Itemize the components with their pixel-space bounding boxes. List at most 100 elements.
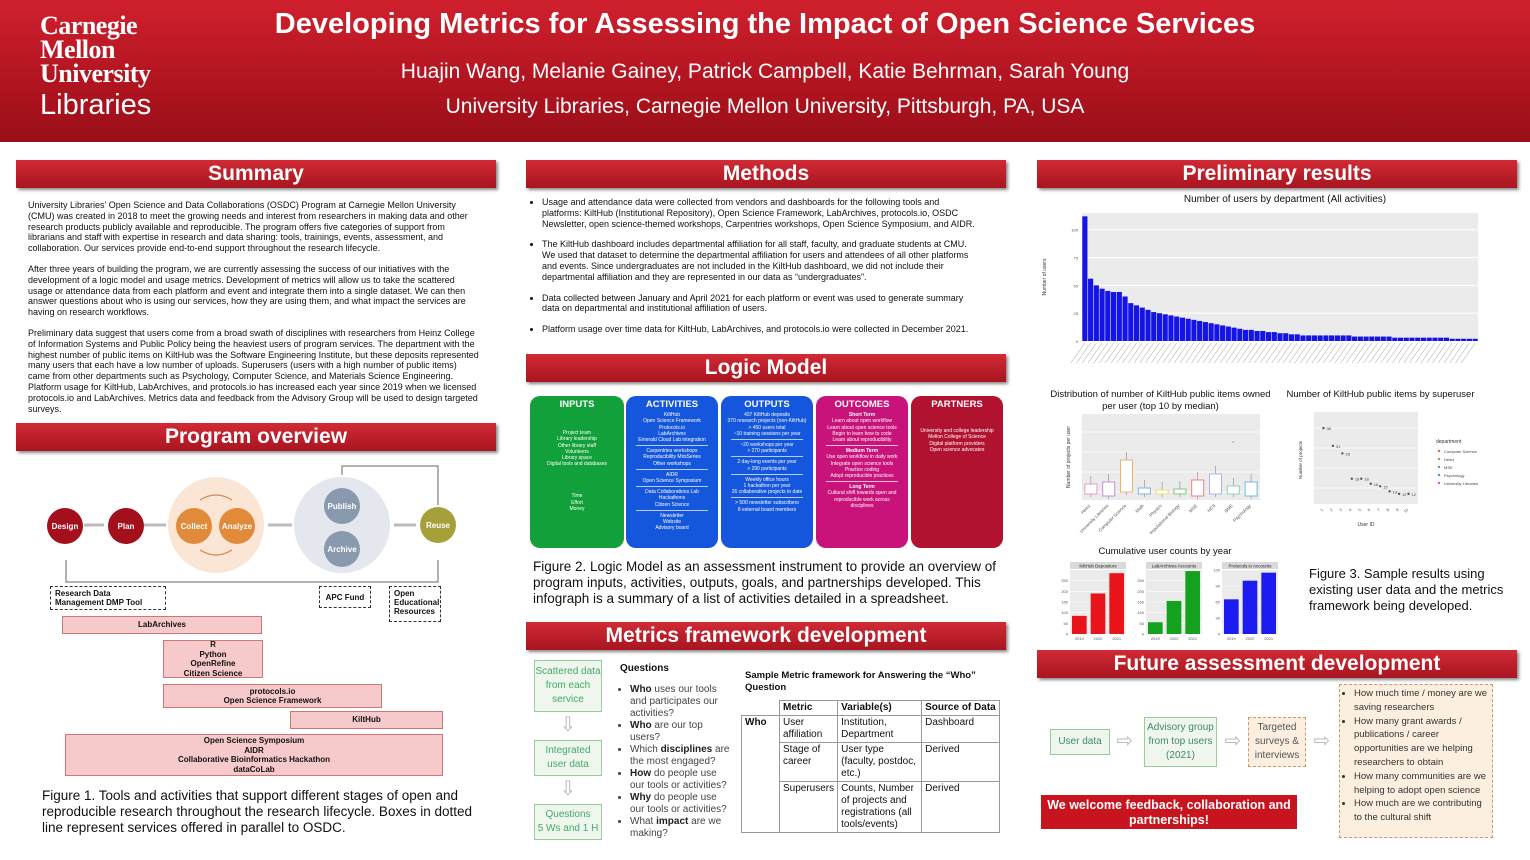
bar	[1294, 334, 1300, 341]
x-tick-label: 6	[1366, 507, 1372, 513]
bar	[1271, 332, 1277, 341]
x-tick-label: Computational Biology	[1145, 503, 1181, 534]
bar	[1357, 336, 1363, 341]
x-tick-label: 10	[1403, 507, 1410, 514]
bar	[1329, 335, 1335, 341]
x-tick-label	[1432, 342, 1447, 364]
logic-col-title: INPUTS	[559, 399, 595, 410]
users-by-department-chart: 0 25 50 75 100 Number of users	[1042, 213, 1478, 364]
y-tick-label: 25	[1074, 311, 1079, 316]
x-tick-label	[1443, 342, 1459, 364]
x-tick-label	[1294, 342, 1309, 364]
bar	[1214, 324, 1220, 341]
question-keyword: Who	[630, 720, 652, 731]
boxplot-box	[1209, 473, 1222, 495]
x-tick-label	[1093, 342, 1109, 364]
dmp-tool-box: Research Data Management DMP Tool	[50, 586, 166, 610]
bar	[1265, 332, 1272, 341]
scatter-point	[1341, 452, 1344, 455]
table-cell: User affiliation	[778, 715, 839, 743]
plot-background	[1314, 412, 1418, 504]
bar	[1224, 599, 1239, 634]
x-tick-label: 2020	[1094, 636, 1104, 641]
logic-col-title: OUTPUTS	[744, 399, 790, 410]
y-tick-label: 250	[1061, 578, 1068, 583]
bar	[1133, 305, 1140, 341]
bar	[1248, 329, 1254, 341]
summary-heading: Summary	[16, 160, 496, 188]
x-tick-label	[1231, 342, 1246, 364]
table-row: Superusers Counts, Number of projects an…	[742, 781, 1000, 833]
bar	[1237, 328, 1243, 341]
logo-line: Mellon	[40, 35, 115, 64]
x-tick-label	[1254, 342, 1269, 364]
boxplot-box	[1120, 459, 1133, 493]
bar	[1323, 335, 1329, 341]
figure2-caption: Figure 2. Logic Model as an assessment i…	[533, 559, 996, 606]
bar	[1420, 337, 1427, 341]
y-axis-label: Number of users	[1042, 258, 1048, 295]
bar	[1260, 330, 1266, 341]
logic-item: Reproducibility MiniSeries	[643, 454, 701, 461]
methods-bullet: Usage and attendance data were collected…	[542, 197, 980, 229]
bar	[1082, 216, 1088, 341]
bar	[1397, 337, 1404, 341]
scatter-point	[1360, 477, 1363, 480]
bar	[1443, 337, 1450, 341]
bar	[1455, 338, 1461, 341]
bar	[1191, 319, 1197, 341]
bar	[1317, 335, 1323, 341]
legend-marker	[1437, 457, 1441, 461]
tool-group-protocols: protocols.io Open Science Framework	[163, 684, 382, 708]
logic-item: Cultural shift towards open and reproduc…	[827, 490, 897, 509]
bar	[1105, 290, 1111, 341]
x-tick-label	[1248, 342, 1263, 364]
x-tick-label: 2019	[1151, 636, 1161, 641]
y-tick-label: 250	[1137, 578, 1144, 583]
future-question-item: How much time / money are we saving rese…	[1354, 687, 1488, 715]
tool-group-events: Open Science Symposium AIDR Collaborativ…	[65, 734, 443, 776]
question-keyword: impact	[656, 816, 689, 827]
panel-strip	[1222, 562, 1278, 569]
logic-item: Medium Term	[845, 448, 879, 455]
x-tick-label	[1409, 342, 1424, 364]
down-arrow-icon: ⇩	[559, 714, 577, 736]
stage-design: Design	[47, 508, 83, 544]
x-tick-label: Psychology	[1232, 503, 1252, 523]
table-cell: Counts, Number of projects and registrat…	[837, 781, 923, 833]
x-tick-label: 2020	[1246, 636, 1256, 641]
items-per-user-boxplot: Number of projects per userHeinzUniversi…	[1066, 414, 1260, 534]
stage-analyze: Analyze	[219, 508, 255, 544]
x-tick-label	[1173, 342, 1189, 364]
question-keyword: How	[630, 768, 652, 779]
tool-protocols: protocols.io	[249, 686, 296, 696]
metrics-heading: Metrics framework development	[526, 622, 1006, 650]
lifecycle-diagram	[65, 465, 439, 583]
bar	[1088, 278, 1094, 341]
table-cell: Derived	[921, 742, 1000, 782]
logic-item: Mellon College of Science	[928, 434, 986, 441]
bar	[1093, 285, 1099, 341]
bar	[1334, 335, 1340, 341]
logic-col-title: PARTNERS	[931, 399, 983, 410]
metric-table: Metric Variable(s) Source of Data Who Us…	[741, 700, 1000, 833]
figure3-caption: Figure 3. Sample results using existing …	[1309, 566, 1504, 613]
x-tick-label	[1420, 342, 1436, 364]
logic-item: Library space	[561, 455, 592, 462]
x-tick-label	[1162, 342, 1177, 364]
bar	[1409, 337, 1415, 341]
legend-marker	[1437, 481, 1441, 485]
x-tick-label	[1397, 342, 1413, 364]
apc-fund-box: APC Fund	[319, 586, 371, 608]
logic-item: AIDR	[666, 471, 678, 478]
table-row-label: Who	[741, 715, 780, 833]
logic-item: > 270 participants	[747, 448, 787, 455]
methods-list: Usage and attendance data were collected…	[528, 197, 980, 345]
logic-item: Project team	[562, 430, 592, 437]
y-axis-label: Number of projects per user	[1066, 426, 1072, 488]
logic-partners-items: University and college leadership Mellon …	[911, 428, 1003, 453]
logic-item: > 500 newsletter subscribers	[735, 500, 799, 507]
results-heading: Preliminary results	[1037, 160, 1517, 188]
bar	[1306, 335, 1312, 341]
